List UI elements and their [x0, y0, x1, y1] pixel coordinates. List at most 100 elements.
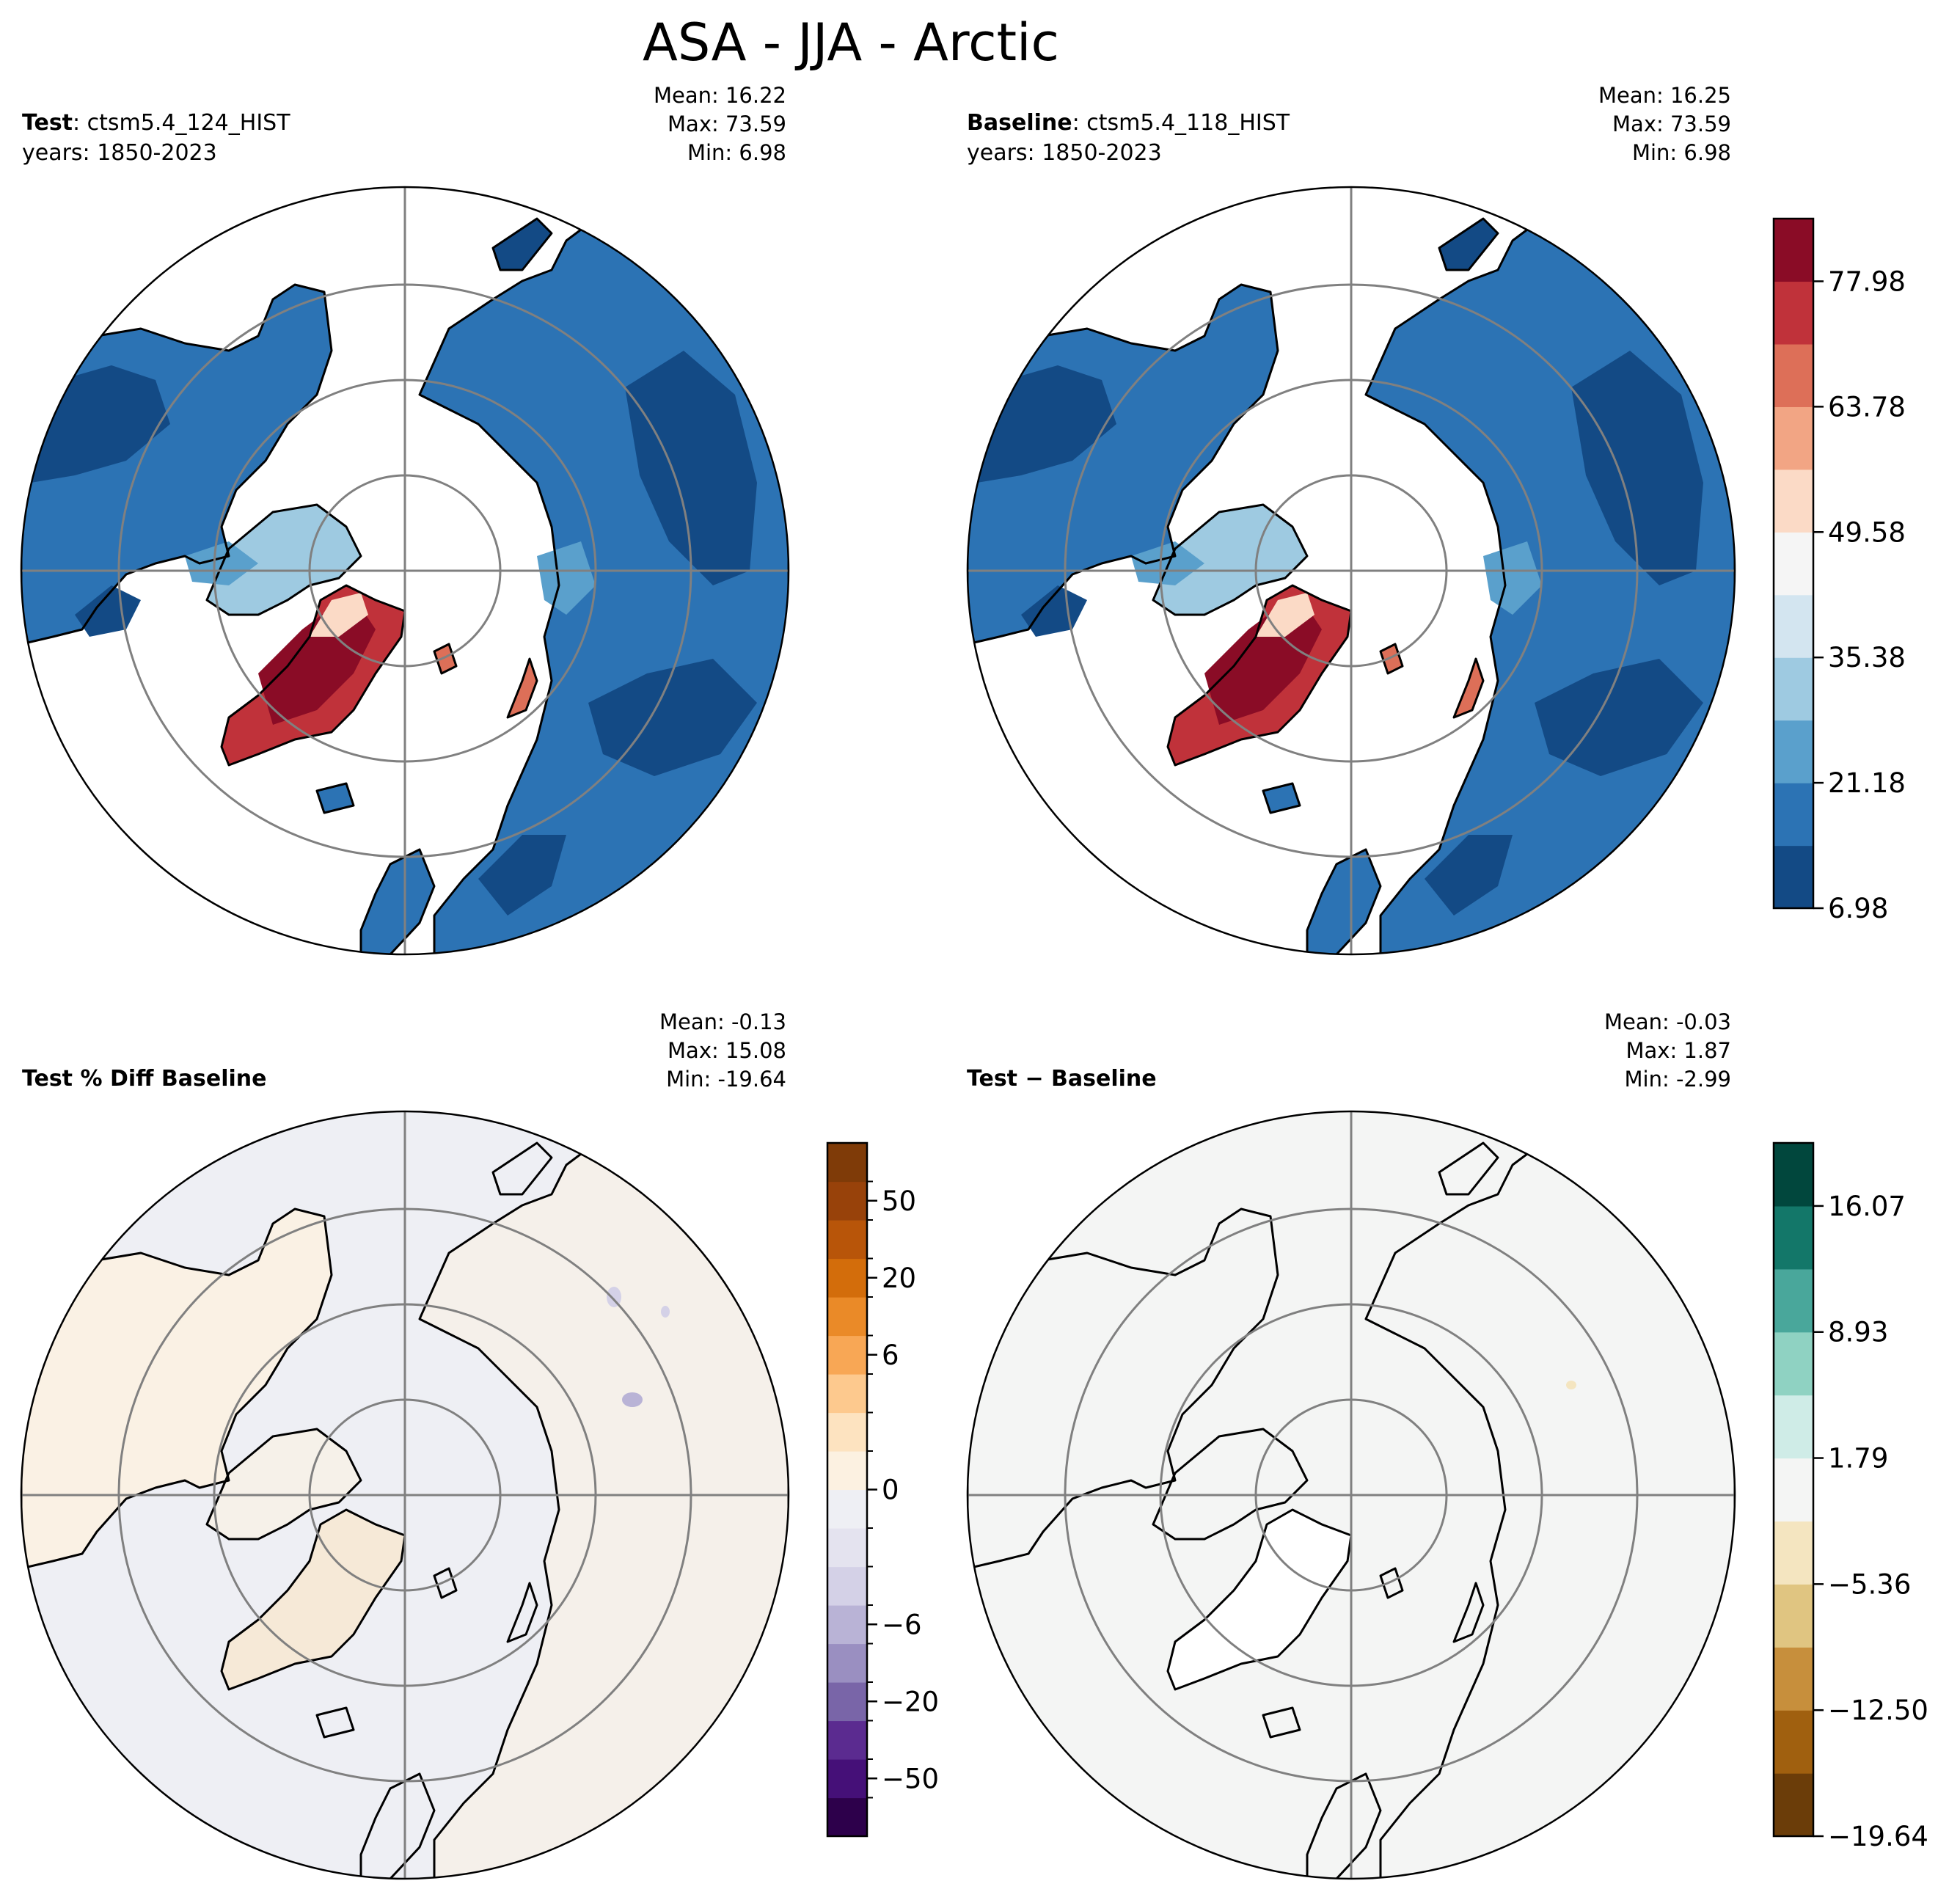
colorbar-swatch — [827, 1258, 867, 1298]
colorbar-pctdiff: 50 20 6 0 −6 −20 −50 — [826, 1141, 939, 1838]
colorbar-swatch — [827, 1451, 867, 1491]
coast-iceland — [315, 1706, 355, 1739]
colorbar-swatch — [1774, 281, 1813, 345]
colorbar-swatch — [827, 1143, 867, 1183]
coast-svalbard — [433, 643, 458, 675]
colorbar-frame — [1772, 1141, 1815, 1838]
colorbar-tick-label: 6.98 — [1828, 893, 1888, 924]
field-region-iceland — [1263, 783, 1300, 813]
coast-scandinavia — [1306, 848, 1382, 954]
colorbar-swatch — [827, 1605, 867, 1645]
colorbar-tick-label: −19.64 — [1828, 1821, 1928, 1852]
panel-test-years: years: 1850-2023 — [22, 140, 217, 166]
colorbar-swatch — [827, 1297, 867, 1337]
coast-canadaIslands — [205, 1428, 362, 1541]
colorbar-swatch — [827, 1489, 867, 1529]
field-region-canadaIslands — [207, 1429, 361, 1539]
colorbar-swatch — [1774, 1584, 1813, 1648]
panel-diff-stat-max: Max: 1.87 — [1626, 1038, 1731, 1063]
colorbar-tick-label: 0 — [882, 1475, 899, 1506]
panel-baseline-stat-max: Max: 73.59 — [1612, 112, 1731, 136]
panel-test-stat-mean: Mean: 16.22 — [654, 83, 786, 108]
map-diff-border — [966, 1110, 1736, 1880]
colorbar-swatch — [1774, 343, 1813, 407]
colorbar-tick-label: 50 — [882, 1185, 916, 1217]
map-test — [21, 187, 789, 954]
coast-scandinavia — [359, 848, 436, 954]
map-test-graticule — [21, 187, 789, 954]
colorbar-swatch — [1774, 1458, 1813, 1522]
figure-title: ASA - JJA - Arctic — [643, 12, 1059, 73]
colorbar-swatch — [1774, 594, 1813, 658]
field-spot-purple-1 — [622, 1392, 643, 1407]
colorbar-swatch — [1774, 1143, 1813, 1207]
coast-northAmerica — [21, 1207, 333, 1570]
field-patch-taymyr — [1483, 541, 1542, 615]
colorbar-frame — [1772, 217, 1815, 910]
colorbar-tick-label: 1.79 — [1828, 1443, 1888, 1475]
map-baseline-field — [968, 187, 1735, 954]
colorbar-swatch — [827, 1220, 867, 1260]
coast-svalbard — [1379, 1567, 1404, 1599]
coast-canadaIslands — [1152, 1428, 1309, 1541]
coast-svalbard — [433, 1567, 458, 1599]
colorbar-swatch — [1774, 406, 1813, 470]
colorbar-swatch — [827, 1566, 867, 1606]
colorbar-swatch — [827, 1797, 867, 1837]
colorbar-main: 77.98 63.78 49.58 35.38 21.18 6.98 — [1772, 217, 1906, 924]
coast-northAmerica — [968, 283, 1279, 646]
panel-diff-label: Test − Baseline — [967, 1066, 1157, 1092]
colorbar-swatch — [1774, 783, 1813, 847]
colorbar-swatch — [827, 1759, 867, 1799]
colorbar-swatch — [827, 1335, 867, 1375]
panel-test-label: Test: ctsm5.4_124_HIST — [22, 110, 290, 136]
field-region-canadaIslands — [207, 505, 361, 615]
coast-chukotka — [491, 1141, 553, 1196]
colorbar-swatch — [1774, 1395, 1813, 1459]
field-patch-taymyr — [537, 541, 596, 615]
field-patch-europe — [1425, 835, 1513, 916]
colorbar-diff: 16.07 8.93 1.79 −5.36 −12.50 −19.64 — [1772, 1141, 1928, 1852]
colorbar-tick-label: 49.58 — [1828, 516, 1906, 548]
coast-scandinavia — [359, 1772, 436, 1879]
map-baseline-graticule — [968, 187, 1735, 954]
panel-test: Test: ctsm5.4_124_HIST years: 1850-2023 … — [20, 83, 790, 956]
panel-diff-stat-min: Min: -2.99 — [1625, 1067, 1731, 1092]
panel-baseline-years: years: 1850-2023 — [967, 140, 1162, 166]
colorbar-swatch — [1774, 1521, 1813, 1585]
panel-pctdiff-label: Test % Diff Baseline — [22, 1066, 267, 1092]
map-diff-graticule — [968, 1111, 1735, 1879]
colorbar-tick-label: 63.78 — [1828, 391, 1906, 423]
coast-canadaIslands — [1152, 503, 1309, 616]
panel-baseline: Baseline: ctsm5.4_118_HIST years: 1850-2… — [966, 83, 1736, 956]
field-spot-tan — [1566, 1381, 1576, 1389]
colorbar-tick-label: 21.18 — [1828, 767, 1906, 799]
coast-iceland — [1262, 1706, 1301, 1739]
field-region-northAmerica — [21, 1209, 332, 1568]
colorbar-swatch — [1774, 1331, 1813, 1396]
colorbar-swatch — [1774, 469, 1813, 533]
coast-chukotka — [1438, 1141, 1499, 1196]
coast-novaya — [1452, 657, 1485, 719]
coast-chukotka — [491, 217, 553, 271]
panel-test-stat-min: Min: 6.98 — [687, 140, 786, 165]
field-region-iceland — [317, 783, 354, 813]
field-patch-siberia — [625, 351, 757, 585]
colorbar-tick-label: −5.36 — [1828, 1568, 1911, 1600]
colorbar-tick-label: −20 — [882, 1686, 939, 1717]
panel-pctdiff-stat-max: Max: 15.08 — [668, 1038, 786, 1063]
panel-baseline-label-rest: : ctsm5.4_118_HIST — [1072, 110, 1290, 136]
map-baseline-border — [966, 186, 1736, 956]
colorbar-tick-label: 6 — [882, 1340, 899, 1371]
map-pctdiff-field — [21, 1143, 789, 1879]
colorbar-tick-label: −6 — [882, 1609, 922, 1640]
panel-pctdiff-stat-mean: Mean: -0.13 — [659, 1009, 786, 1034]
coast-northAmerica — [968, 1207, 1279, 1570]
panel-baseline-stat-mean: Mean: 16.25 — [1598, 83, 1731, 108]
colorbar-swatch — [1774, 1647, 1813, 1711]
colorbar-swatch — [1774, 1205, 1813, 1270]
panel-pctdiff: Test % Diff Baseline Mean: -0.13 Max: 15… — [20, 1009, 790, 1880]
colorbar-tick-label: −50 — [882, 1763, 939, 1794]
colorbar-swatch — [827, 1682, 867, 1722]
colorbar-tick-label: 8.93 — [1828, 1317, 1888, 1348]
